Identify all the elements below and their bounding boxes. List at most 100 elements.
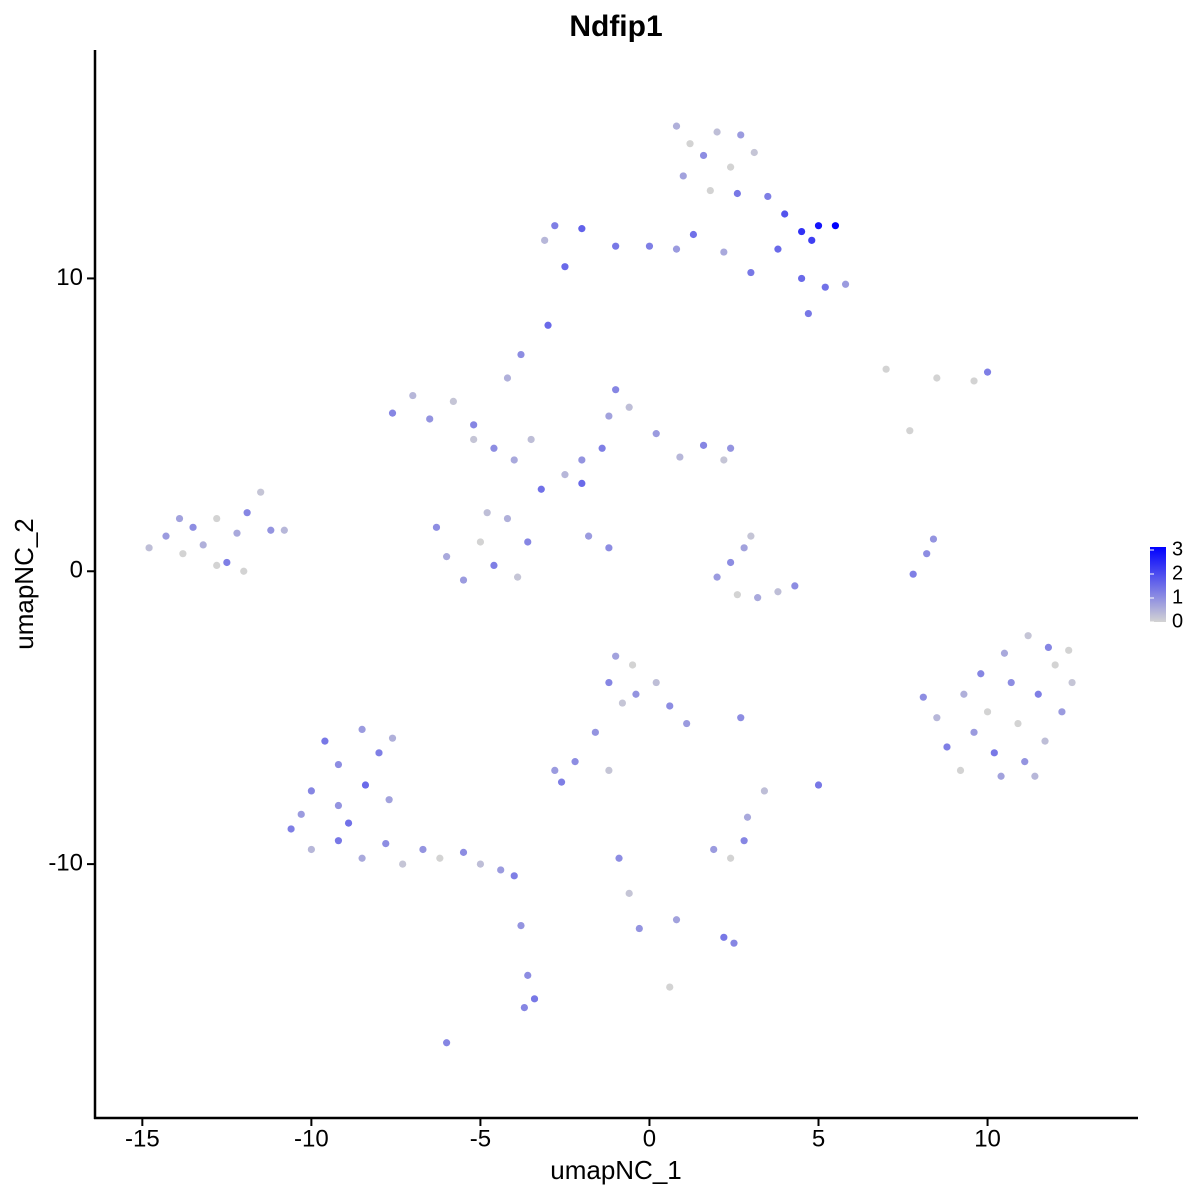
cell-point bbox=[375, 749, 383, 757]
cell-point bbox=[179, 550, 187, 558]
cell-point bbox=[388, 734, 397, 742]
cell-point bbox=[679, 172, 687, 180]
cell-point bbox=[551, 766, 559, 774]
cell-point bbox=[727, 854, 735, 862]
cell-point bbox=[470, 435, 478, 444]
cell-point bbox=[280, 526, 288, 534]
cell-point bbox=[530, 995, 539, 1003]
cell-point bbox=[1014, 719, 1022, 728]
cell-point bbox=[1000, 649, 1009, 657]
cell-point bbox=[612, 652, 620, 660]
cell-point bbox=[223, 558, 231, 567]
cell-point bbox=[334, 760, 343, 769]
cell-point bbox=[919, 693, 927, 701]
cell-point bbox=[517, 922, 525, 930]
cell-point bbox=[1021, 758, 1029, 766]
cell-point bbox=[297, 810, 305, 818]
cell-point bbox=[432, 523, 441, 531]
cell-point bbox=[666, 702, 674, 710]
cell-point bbox=[561, 263, 569, 271]
cell-point bbox=[737, 131, 745, 139]
color-tick-label: 1 bbox=[1172, 586, 1183, 608]
cell-point bbox=[720, 248, 728, 256]
cell-point bbox=[747, 268, 755, 277]
cell-point bbox=[585, 532, 593, 540]
cell-point bbox=[497, 866, 505, 874]
cell-point bbox=[983, 368, 992, 376]
cell-point bbox=[385, 796, 393, 804]
cell-point bbox=[321, 737, 329, 745]
cell-point bbox=[544, 321, 552, 329]
cell-point bbox=[672, 916, 681, 924]
y-tick-label: 10 bbox=[56, 264, 83, 291]
cell-point bbox=[162, 532, 170, 540]
cell-point bbox=[382, 840, 390, 848]
cell-point bbox=[740, 837, 748, 845]
cell-point bbox=[798, 227, 806, 236]
cell-point bbox=[625, 889, 633, 897]
cell-point bbox=[814, 222, 823, 230]
cell-point bbox=[791, 582, 799, 590]
cell-point bbox=[175, 514, 184, 523]
cell-point bbox=[632, 690, 640, 698]
cell-point bbox=[906, 427, 914, 435]
cell-point bbox=[727, 558, 735, 567]
cell-point bbox=[490, 561, 498, 570]
cell-point bbox=[443, 553, 451, 561]
cell-point bbox=[686, 140, 694, 148]
cell-point bbox=[730, 939, 738, 947]
cell-point bbox=[551, 222, 559, 230]
cell-point bbox=[436, 854, 444, 862]
cell-point bbox=[676, 453, 684, 461]
x-tick-label: 0 bbox=[643, 1125, 656, 1152]
cell-point bbox=[476, 538, 485, 546]
cell-point bbox=[733, 591, 741, 599]
cell-point bbox=[578, 456, 586, 464]
cell-point bbox=[524, 971, 532, 979]
x-tick-label: 10 bbox=[974, 1125, 1001, 1152]
cell-point bbox=[358, 725, 366, 733]
cell-point bbox=[514, 573, 522, 581]
cell-point bbox=[713, 573, 721, 581]
x-tick-label: -5 bbox=[470, 1125, 491, 1152]
cell-point bbox=[598, 444, 606, 452]
cell-point bbox=[612, 386, 620, 394]
cell-point bbox=[1058, 708, 1066, 716]
cell-point bbox=[409, 391, 417, 400]
cell-point bbox=[233, 529, 241, 537]
cell-point bbox=[503, 374, 512, 382]
cell-point bbox=[388, 409, 397, 417]
cell-point bbox=[618, 699, 627, 707]
cell-point bbox=[334, 837, 343, 845]
cell-point bbox=[257, 488, 265, 496]
cell-point bbox=[831, 222, 840, 230]
cell-point bbox=[933, 714, 941, 722]
cell-point bbox=[483, 509, 491, 517]
cell-point bbox=[571, 758, 579, 766]
cell-point bbox=[443, 1039, 451, 1047]
cell-point bbox=[672, 122, 681, 130]
cell-point bbox=[287, 825, 295, 833]
cell-point bbox=[841, 280, 850, 288]
cell-point bbox=[1041, 737, 1049, 745]
cell-point bbox=[459, 848, 468, 856]
cell-point bbox=[557, 778, 566, 786]
cell-point bbox=[1068, 678, 1076, 687]
cell-point bbox=[426, 415, 434, 423]
cell-point bbox=[808, 236, 816, 244]
cell-point bbox=[933, 374, 941, 382]
cell-point bbox=[578, 225, 586, 233]
cell-point bbox=[615, 854, 623, 862]
cell-point bbox=[754, 594, 762, 602]
cell-point bbox=[635, 924, 643, 933]
cell-point bbox=[882, 365, 890, 373]
cell-point bbox=[666, 983, 674, 991]
cell-point bbox=[720, 456, 728, 464]
x-tick-label: -15 bbox=[125, 1125, 160, 1152]
y-tick-label: 0 bbox=[70, 557, 83, 584]
cell-point bbox=[419, 845, 427, 854]
cell-point bbox=[929, 535, 938, 543]
x-tick-label: -10 bbox=[294, 1125, 329, 1152]
cell-point bbox=[645, 242, 654, 250]
